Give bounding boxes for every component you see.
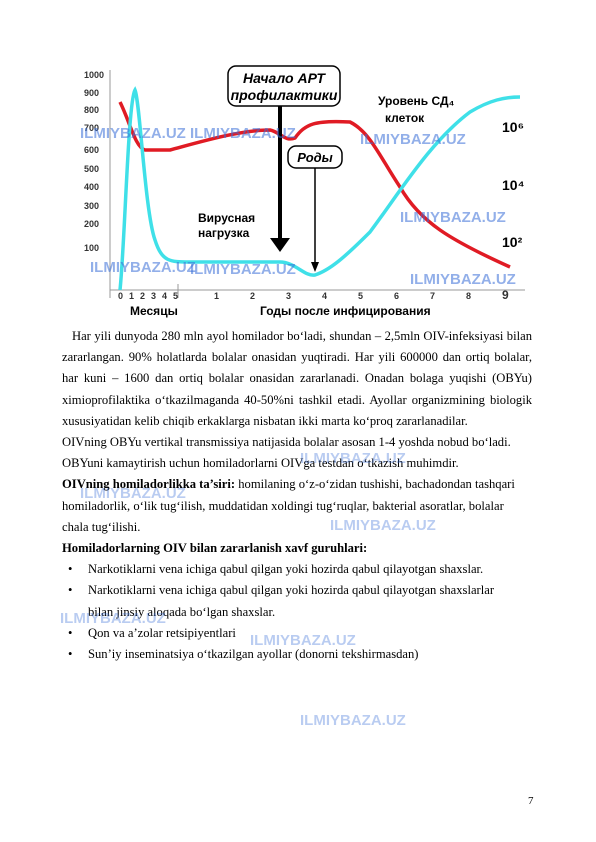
y-label: 100 — [84, 243, 99, 253]
y2-label: 10⁴ — [502, 177, 525, 193]
watermark: ILMIYBAZA.UZ — [400, 209, 506, 226]
x-month-label: 2 — [140, 291, 145, 301]
birth-arrowhead — [311, 262, 319, 272]
y-label: 300 — [84, 201, 99, 211]
x-year-label: 7 — [430, 291, 435, 301]
cd4-curve — [118, 101, 511, 269]
x-title: Месяцы — [130, 304, 178, 318]
list-item: Qon va a’zolar retsipiyentlari — [68, 623, 532, 644]
watermark: ILMIYBAZA.UZ — [360, 131, 466, 148]
watermark: ILMIYBAZA.UZ — [90, 259, 196, 276]
list-item: Narkotiklarni vena ichiga qabul qilgan y… — [68, 580, 518, 622]
bold-lead: OIVning homiladorlikka ta’siri: — [62, 477, 236, 492]
paragraph: OBYuni kamaytirish uchun homiladorlarni … — [62, 456, 459, 471]
art-label: Начало АРТ — [243, 70, 326, 86]
viral-curve — [118, 86, 521, 291]
paragraph: OIVning OBYu vertikal transmissiya natij… — [62, 435, 511, 450]
paragraph: OIVning homiladorlikka ta’siri: homilani… — [62, 474, 517, 538]
cd4-label: Уровень СД₄ — [378, 94, 455, 108]
bold-heading: Homiladorlarning OIV bilan zararlanish x… — [62, 541, 368, 556]
risk-list: Narkotiklarni vena ichiga qabul qilgan y… — [62, 559, 532, 665]
body-text: Har yili dunyoda 280 mln ayol homilador … — [62, 326, 532, 665]
viral-label: Вирусная — [198, 211, 255, 225]
x-year-label: 5 — [358, 291, 363, 301]
x-title: Годы после инфицирования — [260, 304, 431, 318]
birth-label: Роды — [297, 150, 333, 165]
y-label: 400 — [84, 182, 99, 192]
watermark: ILMIYBAZA.UZ — [300, 712, 406, 729]
art-label: профилактики — [231, 87, 338, 103]
x-year-label: 6 — [394, 291, 399, 301]
heading: Homiladorlarning OIV bilan zararlanish x… — [62, 538, 532, 559]
page-number: 7 — [528, 795, 534, 807]
x-month-label: 5 — [173, 291, 178, 301]
y-label: 1000 — [84, 70, 104, 80]
cd4-label: клеток — [385, 111, 425, 125]
y-label: 600 — [84, 145, 99, 155]
viral-label: нагрузка — [198, 226, 250, 240]
y-label: 200 — [84, 219, 99, 229]
x-month-label: 0 — [118, 291, 123, 301]
watermark: ILMIYBAZA.UZ — [80, 125, 186, 142]
art-arrowhead — [270, 238, 290, 252]
y-label: 900 — [84, 88, 99, 98]
y2-label: 10² — [502, 234, 523, 250]
x-month-label: 1 — [129, 291, 134, 301]
watermark: ILMIYBAZA.UZ — [410, 271, 516, 288]
y-label: 800 — [84, 105, 99, 115]
x-year-label: 2 — [250, 291, 255, 301]
y2-label: 10⁶ — [502, 119, 524, 135]
x-month-label: 4 — [162, 291, 167, 301]
x-year-label: 9 — [502, 288, 509, 302]
y-label: 500 — [84, 164, 99, 174]
x-year-label: 1 — [214, 291, 219, 301]
watermark: ILMIYBAZA.UZ — [190, 261, 296, 278]
watermark: ILMIYBAZA.UZ — [190, 125, 296, 142]
x-year-label: 4 — [322, 291, 327, 301]
paragraph: Har yili dunyoda 280 mln ayol homilador … — [62, 329, 532, 428]
x-month-label: 3 — [151, 291, 156, 301]
list-item: Sun’iy inseminatsiya o‘tkazilgan ayollar… — [68, 644, 532, 665]
x-year-label: 8 — [466, 291, 471, 301]
art-box — [227, 65, 341, 107]
hiv-figure: 1000 900 800 700 600 500 400 300 200 100 10⁶ 10⁴ 10²… — [70, 62, 530, 320]
birth-box — [287, 145, 343, 169]
y-label: 700 — [84, 123, 99, 133]
x-year-label: 3 — [286, 291, 291, 301]
list-item: Narkotiklarni vena ichiga qabul qilgan y… — [68, 559, 532, 580]
paragraph-text: homilaning o‘z-o‘zidan tushishi, bachado… — [62, 477, 515, 534]
